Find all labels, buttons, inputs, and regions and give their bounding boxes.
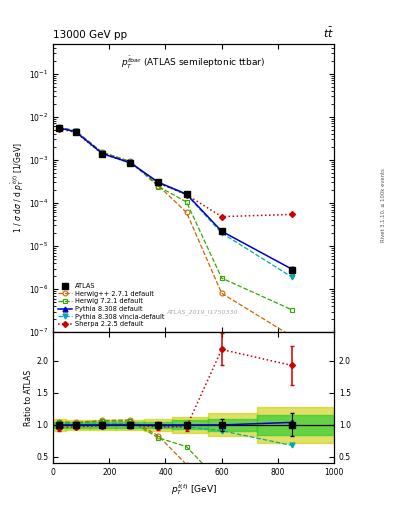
Y-axis label: Ratio to ATLAS: Ratio to ATLAS (24, 370, 33, 426)
Text: $p_T^{\bar{t}\mathregular{bar}}$ (ATLAS semileptonic ttbar): $p_T^{\bar{t}\mathregular{bar}}$ (ATLAS … (121, 55, 266, 71)
Text: Rivet 3.1.10, ≥ 100k events: Rivet 3.1.10, ≥ 100k events (381, 168, 386, 242)
Legend: ATLAS, Herwig++ 2.7.1 default, Herwig 7.2.1 default, Pythia 8.308 default, Pythi: ATLAS, Herwig++ 2.7.1 default, Herwig 7.… (56, 282, 166, 329)
Y-axis label: 1 / $\sigma$ d$\sigma$ / d $p_T^{\bar{t}(t)}$ [1/GeV]: 1 / $\sigma$ d$\sigma$ / d $p_T^{\bar{t}… (9, 142, 26, 233)
Text: $t\bar{t}$: $t\bar{t}$ (323, 26, 334, 40)
Text: 13000 GeV pp: 13000 GeV pp (53, 30, 127, 40)
X-axis label: $p_T^{\bar{t}(t)}$ [GeV]: $p_T^{\bar{t}(t)}$ [GeV] (171, 480, 217, 497)
Text: ATLAS_2019_I1750330: ATLAS_2019_I1750330 (166, 309, 238, 315)
